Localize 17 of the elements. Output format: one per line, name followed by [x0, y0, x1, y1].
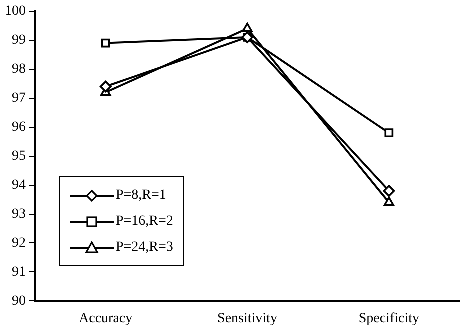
x-tick-label: Sensitivity: [218, 311, 278, 326]
x-tick-label: Accuracy: [79, 311, 133, 326]
legend-label: P=24,R=3: [116, 240, 174, 256]
y-tick-label: 95: [12, 148, 26, 164]
y-tick-label: 94: [12, 178, 26, 193]
y-tick-label: 93: [12, 206, 26, 222]
y-tick-label: 91: [12, 264, 26, 280]
y-tick-label: 98: [12, 62, 26, 78]
y-tick-label: 97: [12, 91, 26, 106]
x-tick-label: Specificity: [358, 311, 420, 326]
y-tick-label: 92: [12, 236, 26, 251]
legend-label: P=16,R=2: [116, 214, 174, 230]
y-tick-label: 100: [5, 4, 26, 20]
y-tick-label: 99: [12, 33, 26, 48]
y-tick-label: 90: [12, 294, 26, 309]
y-tick-label: 96: [12, 120, 26, 135]
legend-label: P=8,R=1: [116, 188, 166, 204]
